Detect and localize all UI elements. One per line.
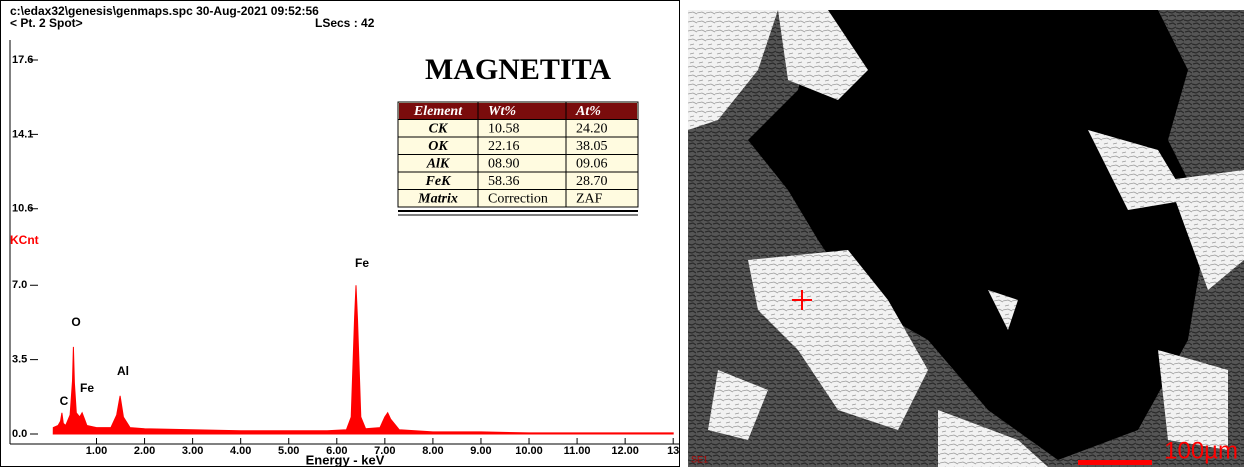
table-header-cell: At% (575, 104, 601, 119)
x-tick-label: 5.00 (278, 445, 299, 457)
x-axis-label: Energy - keV (306, 452, 385, 467)
x-tick-label: 9.00 (470, 445, 491, 457)
peak-label: Fe (355, 256, 369, 270)
scale-bar (1078, 460, 1152, 465)
table-cell: 24.20 (576, 121, 608, 136)
table-cell: 08.90 (488, 156, 520, 171)
x-tick-label: 11.00 (564, 445, 591, 457)
table-cell: Correction (488, 191, 548, 206)
bright-phase (688, 10, 1244, 467)
table-cell: Matrix (417, 191, 458, 206)
x-tick-label: 2.00 (134, 445, 155, 457)
y-tick-label: 10.6 (12, 203, 33, 215)
spectrum-panel: c:\edax32\genesis\genmaps.spc 30-Aug-202… (0, 0, 680, 467)
table-header-cell: Wt% (488, 104, 516, 119)
table-cell: CK (429, 121, 449, 136)
live-seconds: LSecs : 42 (315, 16, 375, 30)
peak-label: C (60, 394, 69, 408)
x-tick-label: 6.00 (326, 445, 347, 457)
table-cell: 38.05 (576, 139, 608, 154)
x-tick-label: 10.00 (515, 445, 543, 457)
peak-label: Fe (80, 381, 94, 395)
peak-label: Al (117, 364, 129, 378)
table-cell: OK (428, 139, 449, 154)
peak-label: O (71, 315, 80, 329)
table-header-bg (399, 103, 637, 120)
table-cell: 58.36 (488, 174, 520, 189)
x-tick-label: 12.00 (611, 445, 639, 457)
x-tick-label: 8.00 (422, 445, 443, 457)
y-tick-label: 14.1 (12, 128, 33, 140)
table-cell: 28.70 (576, 174, 608, 189)
table-cell: ZAF (576, 191, 603, 206)
table-cell: 22.16 (488, 139, 520, 154)
x-tick-label: 1.00 (86, 445, 107, 457)
x-tick-label: 7.00 (374, 445, 395, 457)
table-cell: AlK (426, 156, 451, 171)
x-tick-label: 13 (667, 445, 679, 457)
detector-label: SE1 (691, 454, 708, 464)
table-cell: 09.06 (576, 156, 608, 171)
spectrum (52, 285, 674, 435)
table-cell: 10.58 (488, 121, 520, 136)
y-axis-label: KCnt (10, 233, 39, 247)
chart-title: MAGNETITA (425, 53, 611, 86)
dark-phase (748, 10, 1208, 460)
x-tick-label: 3.00 (182, 445, 203, 457)
y-tick-label: 3.5 (12, 354, 27, 366)
sem-image: SE1 100µm (688, 10, 1244, 467)
panel-frame (0, 0, 680, 467)
y-tick-label: 0.0 (12, 428, 27, 440)
y-tick-label: 7.0 (12, 279, 27, 291)
y-tick-label: 17.6 (12, 54, 33, 66)
spot-info: < Pt. 2 Spot> (10, 16, 83, 30)
file-info: c:\edax32\genesis\genmaps.spc 30-Aug-202… (10, 4, 319, 18)
table-header-cell: Element (413, 104, 463, 119)
table-cell: FeK (425, 174, 453, 189)
x-tick-label: 4.00 (230, 445, 251, 457)
scale-label: 100µm (1164, 437, 1238, 464)
